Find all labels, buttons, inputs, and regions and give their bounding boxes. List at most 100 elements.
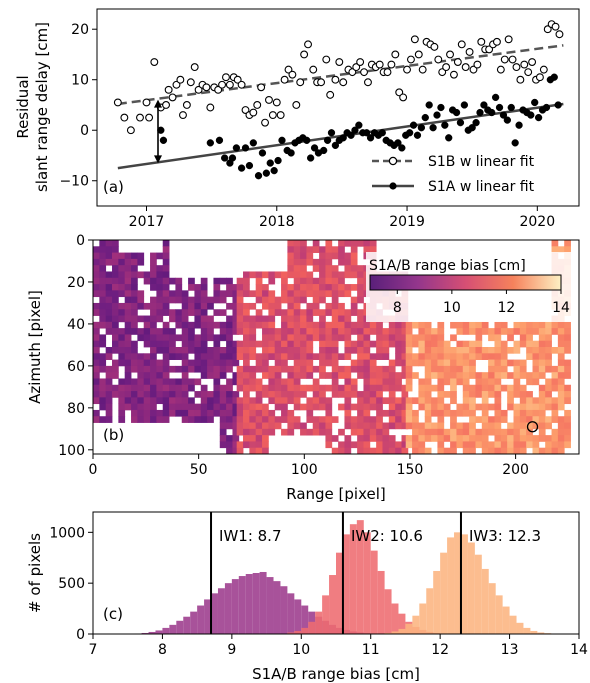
- heatmap-cell-iw2: [300, 353, 307, 360]
- heatmap-cell-iw1: [175, 321, 183, 329]
- heatmap-cell-iw1: [200, 347, 208, 354]
- heatmap-cell-iw2: [268, 384, 276, 392]
- heatmap-cell-iw1: [200, 391, 208, 398]
- heatmap-cell-iw2: [401, 447, 409, 454]
- heatmap-cell-iw1: [143, 397, 151, 405]
- histogram-bar-iw3: [488, 583, 496, 634]
- heatmap-cell-iw2: [369, 365, 377, 373]
- heatmap-cell-iw2: [249, 328, 257, 335]
- heatmap-cell-iw1: [150, 277, 157, 285]
- heatmap-cell-iw2: [369, 422, 377, 430]
- heatmap-cell-iw3: [545, 359, 552, 367]
- heatmap-cell-iw2: [331, 302, 339, 310]
- heatmap-cell-iw1: [105, 302, 113, 310]
- point-s1b: [512, 63, 521, 72]
- heatmap-cell-iw3: [519, 328, 527, 335]
- heatmap-cell-iw2: [287, 353, 295, 360]
- heatmap-cell-iw3: [494, 365, 502, 373]
- heatmap-cell-iw1: [93, 271, 100, 279]
- histogram-bar-iw1: [231, 579, 239, 634]
- panel-a-xtick-label: 2017: [129, 214, 165, 230]
- heatmap-cell-iw2: [376, 428, 383, 436]
- heatmap-cell-iw1: [188, 397, 195, 405]
- heatmap-cell-iw2: [338, 441, 345, 449]
- heatmap-cell-iw3: [551, 428, 559, 436]
- heatmap-cell-iw2: [293, 296, 301, 304]
- heatmap-cell-iw3: [475, 334, 483, 342]
- heatmap-cell-iw3: [418, 447, 426, 454]
- heatmap-cell-iw1: [93, 246, 100, 253]
- heatmap-cell-iw3: [462, 441, 470, 449]
- point-s1a: [306, 154, 315, 162]
- heatmap-cell-iw2: [388, 334, 396, 342]
- point-s1b: [399, 93, 408, 102]
- heatmap-cell-iw1: [219, 296, 227, 304]
- heatmap-cell-iw2: [344, 441, 352, 449]
- heatmap-cell-iw1: [93, 365, 100, 373]
- heatmap-cell-iw3: [412, 334, 419, 342]
- heatmap-cell-iw2: [319, 428, 326, 436]
- heatmap-cell-iw1: [226, 435, 233, 442]
- heatmap-cell-iw2: [357, 347, 364, 354]
- heatmap-cell-iw2: [312, 277, 320, 285]
- heatmap-cell-iw3: [526, 340, 533, 348]
- heatmap-cell-iw3: [538, 409, 546, 417]
- heatmap-cell-iw3: [431, 353, 438, 360]
- heatmap-cell-iw1: [118, 409, 126, 417]
- heatmap-cell-iw2: [306, 384, 314, 392]
- heatmap-cell-iw2: [325, 428, 333, 436]
- heatmap-cell-iw1: [118, 309, 126, 316]
- heatmap-cell-iw3: [469, 365, 476, 373]
- histogram-bar-iw3: [467, 542, 475, 634]
- heatmap-cell-iw3: [532, 403, 540, 411]
- heatmap-cell-iw3: [469, 447, 476, 454]
- heatmap-cell-iw1: [93, 309, 100, 316]
- point-s1a: [241, 144, 250, 152]
- heatmap-cell-iw1: [112, 384, 119, 392]
- heatmap-cell-iw3: [418, 340, 426, 348]
- heatmap-cell-iw1: [150, 252, 157, 260]
- heatmap-cell-iw2: [281, 277, 288, 285]
- heatmap-cell-iw3: [412, 359, 419, 367]
- heatmap-cell-iw2: [281, 334, 288, 342]
- heatmap-cell-iw1: [143, 378, 151, 386]
- heatmap-cell-iw1: [162, 321, 170, 329]
- heatmap-cell-iw2: [401, 321, 409, 329]
- heatmap-cell-iw1: [150, 403, 157, 411]
- heatmap-cell-iw2: [312, 290, 320, 298]
- heatmap-cell-iw3: [494, 334, 502, 342]
- heatmap-cell-iw2: [395, 321, 402, 329]
- heatmap-cell-iw1: [118, 265, 126, 272]
- heatmap-cell-iw1: [213, 296, 221, 304]
- heatmap-cell-iw2: [255, 391, 263, 398]
- heatmap-cell-iw1: [207, 296, 214, 304]
- heatmap-cell-iw2: [249, 384, 257, 392]
- heatmap-cell-iw1: [162, 359, 170, 367]
- heatmap-cell-iw2: [287, 397, 295, 405]
- heatmap-cell-iw1: [156, 365, 164, 373]
- heatmap-cell-iw2: [325, 359, 333, 367]
- histogram-bar-iw1: [190, 611, 198, 634]
- heatmap-cell-iw3: [437, 321, 445, 329]
- heatmap-cell-iw1: [175, 277, 183, 285]
- heatmap-cell-iw3: [507, 328, 514, 335]
- heatmap-cell-iw3: [443, 347, 451, 354]
- heatmap-cell-iw3: [545, 384, 552, 392]
- heatmap-cell-iw1: [156, 409, 164, 417]
- heatmap-cell-iw2: [281, 328, 288, 335]
- histogram-bar-iw2: [329, 575, 336, 634]
- heatmap-cell-iw2: [382, 378, 390, 386]
- heatmap-cell-iw3: [564, 428, 571, 436]
- point-s1a: [491, 93, 500, 102]
- heatmap-cell-iw2: [306, 365, 314, 373]
- heatmap-cell-iw3: [418, 397, 426, 405]
- heatmap-cell-iw1: [112, 340, 119, 348]
- histogram-bar-iw2: [308, 621, 316, 634]
- heatmap-cell-iw1: [232, 340, 240, 348]
- point-s1a: [159, 136, 168, 144]
- heatmap-cell-iw2: [344, 315, 352, 323]
- heatmap-cell-iw2: [338, 447, 345, 454]
- heatmap-cell-iw2: [388, 391, 396, 398]
- heatmap-cell-iw2: [306, 284, 314, 291]
